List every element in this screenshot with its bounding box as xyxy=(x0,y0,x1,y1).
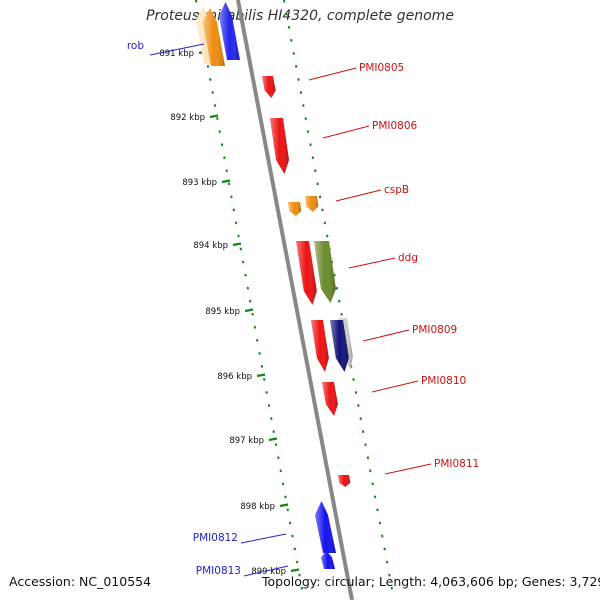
gene-pmi0806-shading xyxy=(270,118,289,174)
gene-ddg-shading xyxy=(314,241,336,303)
scale-tick-label: 892 kbp xyxy=(170,113,205,123)
accession-text: Accession: NC_010554 xyxy=(9,574,152,589)
scale-tick xyxy=(279,503,289,508)
scale-tick-label: 898 kbp xyxy=(240,502,275,512)
gene-feature-shading xyxy=(311,320,329,372)
gene-rob-label: rob xyxy=(127,40,145,52)
gene-pmi0811-leader xyxy=(384,463,432,475)
scale-tick xyxy=(209,114,219,119)
gene-cspb-label: cspB xyxy=(384,184,409,196)
gene-pmi0813-leader xyxy=(243,565,289,577)
gene-pmi0811-shading xyxy=(338,475,351,487)
gene-pmi0812-shading xyxy=(315,501,336,553)
gene-labels: rob PMI0805 PMI0806 cspB ddg PMI0809 PMI0810 PM… xyxy=(127,40,479,577)
scale-tick-label: 893 kbp xyxy=(182,178,217,188)
scale-ticks: 891 kbp 892 kbp 893 kbp 894 kbp 895 kbp 896 k… xyxy=(159,49,300,577)
genome-backbone xyxy=(236,0,354,600)
gene-cspb-shading xyxy=(288,202,302,216)
scale-tick xyxy=(221,179,231,184)
scale-tick xyxy=(232,242,242,247)
gene-feature-shading xyxy=(296,241,317,305)
gene-cspb-leader xyxy=(335,189,382,202)
gene-pmi0806-label: PMI0806 xyxy=(372,120,418,132)
scale-tick-label: 891 kbp xyxy=(159,49,194,59)
gene-pmi0805-shading xyxy=(262,76,276,98)
scale-tick xyxy=(244,308,254,313)
gene-ddg-label: ddg xyxy=(398,252,418,264)
scale-tick xyxy=(256,373,266,378)
gene-rob-shading xyxy=(203,8,225,66)
gene-pmi0809-label: PMI0809 xyxy=(412,324,457,336)
gene-feature-shading xyxy=(219,2,240,60)
gene-pmi0810-label: PMI0810 xyxy=(421,375,466,387)
gene-pmi0806-leader xyxy=(322,125,370,139)
gene-pmi0813-shading xyxy=(321,551,335,569)
gene-features xyxy=(196,2,353,569)
scale-tick-label: 897 kbp xyxy=(229,436,264,446)
gene-pmi0812-leader xyxy=(240,533,287,544)
scale-tick xyxy=(268,437,278,442)
gene-rob-leader xyxy=(149,43,205,56)
gene-pmi0812-label: PMI0812 xyxy=(193,532,238,544)
gene-ddg-leader xyxy=(348,257,396,269)
gene-pmi0809-shading xyxy=(330,320,349,372)
gene-pmi0809-leader xyxy=(362,329,410,342)
scale-tick xyxy=(290,568,300,573)
gene-pmi0805-label: PMI0805 xyxy=(359,62,404,74)
gene-pmi0805-leader xyxy=(308,67,357,81)
scale-tick-label: 896 kbp xyxy=(217,372,252,382)
gene-feature-shading xyxy=(305,196,319,212)
gene-pmi0810-leader xyxy=(371,380,419,393)
scale-tick-label: 899 kbp xyxy=(251,567,286,577)
gene-pmi0810-shading xyxy=(322,382,338,416)
topology-text: Topology: circular; Length: 4,063,606 bp… xyxy=(262,574,600,589)
gene-pmi0811-label: PMI0811 xyxy=(434,458,479,470)
scale-tick-label: 895 kbp xyxy=(205,307,240,317)
gene-pmi0813-label: PMI0813 xyxy=(196,565,241,577)
scale-tick-label: 894 kbp xyxy=(193,241,228,251)
